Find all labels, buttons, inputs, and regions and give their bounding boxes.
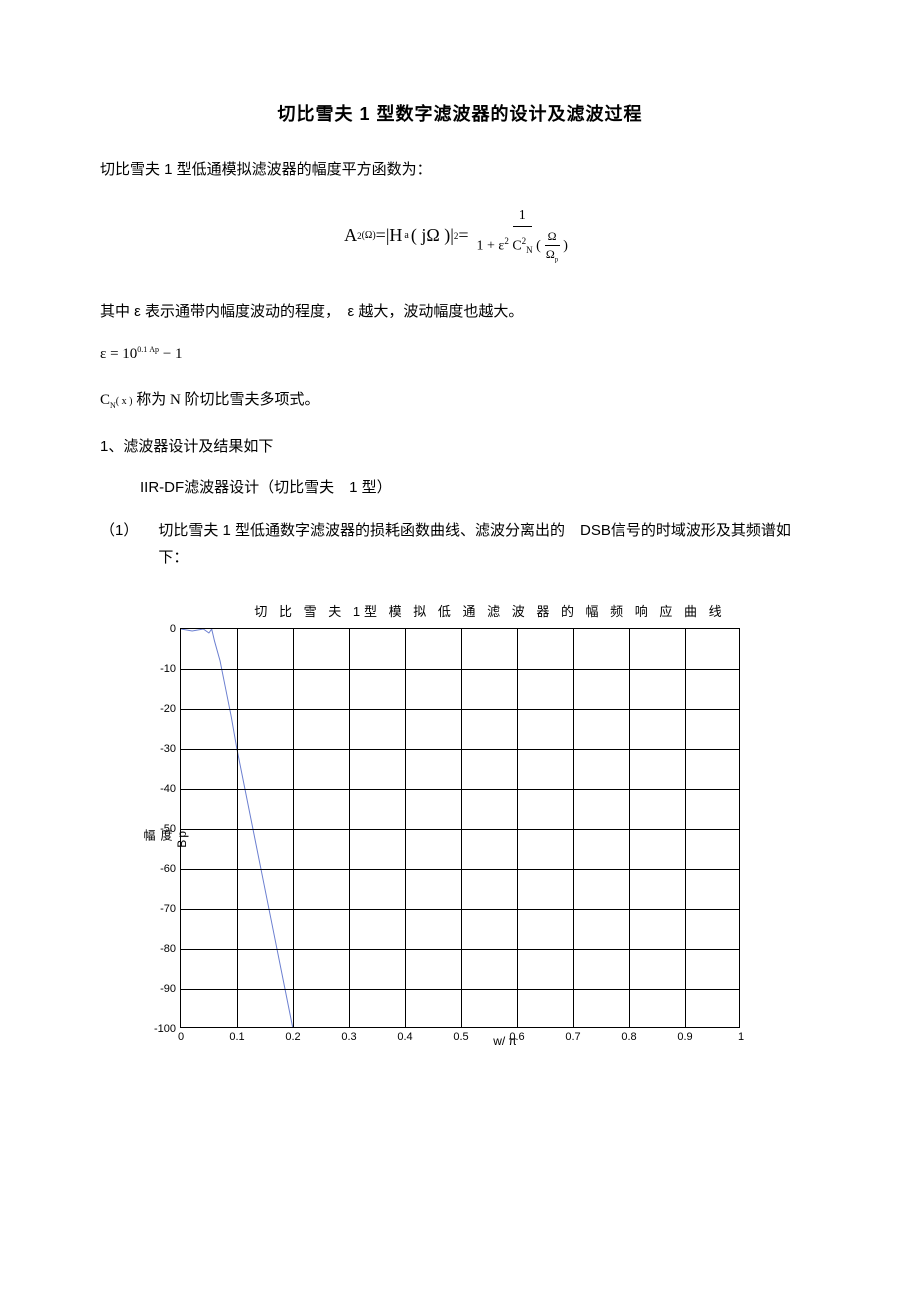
formula-eq2: = <box>458 225 468 246</box>
chart-ytick-label: -20 <box>136 703 176 715</box>
chart-ytick-label: -60 <box>136 863 176 875</box>
chart-xtick-label: 0.9 <box>677 1031 692 1043</box>
chart-xtick-label: 0.6 <box>509 1031 524 1043</box>
formula-epsilon-def: ε = 100.1 Ap − 1 <box>100 345 820 363</box>
chart-gridline-v <box>629 629 630 1027</box>
chart-chebyshev-response: 切 比 雪 夫 1型 模 拟 低 通 滤 波 器 的 幅 频 响 应 曲 线 B… <box>150 601 770 1048</box>
chart-gridline-v <box>237 629 238 1027</box>
formula-num: 1 <box>513 208 532 227</box>
chart-plot-area: 0-10-20-30-40-50-60-70-80-90-100 00.10.2… <box>180 628 740 1028</box>
chart-curve <box>181 629 739 1027</box>
chart-ytick-label: -90 <box>136 983 176 995</box>
formula-omega1: (Ω) <box>362 230 376 241</box>
item-1-number: （1） <box>100 517 158 571</box>
chart-gridline-v <box>405 629 406 1027</box>
chart-xtick-label: 0.3 <box>341 1031 356 1043</box>
chart-xtick-label: 0.5 <box>453 1031 468 1043</box>
chart-gridline-h <box>181 789 739 790</box>
item-1: （1） 切比雪夫 1 型低通数字滤波器的损耗函数曲线、滤波分离出的 DSB信号的… <box>100 517 820 571</box>
chart-ytick-label: -30 <box>136 743 176 755</box>
formula-H: H <box>389 225 402 246</box>
formula-A: A <box>344 225 357 246</box>
chart-gridline-h <box>181 829 739 830</box>
chart-gridline-h <box>181 909 739 910</box>
chart-xtick-label: 0 <box>178 1031 184 1043</box>
formula-magnitude-squared: A2(Ω) = |Ha( jΩ )|2 = 1 1 + ε2 C2N (ΩΩp) <box>100 208 820 263</box>
chart-xtick-label: 1 <box>738 1031 744 1043</box>
item-1-text: 切比雪夫 1 型低通数字滤波器的损耗函数曲线、滤波分离出的 DSB信号的时域波形… <box>158 517 820 571</box>
chart-ytick-label: -40 <box>136 783 176 795</box>
chart-ytick-label: -100 <box>136 1023 176 1035</box>
chart-gridline-h <box>181 669 739 670</box>
paragraph-epsilon: 其中 ε 表示通带内幅度波动的程度， ε 越大，波动幅度也越大。 <box>100 298 820 325</box>
chart-gridline-h <box>181 869 739 870</box>
chart-ytick-label: -50 <box>136 823 176 835</box>
chart-xtick-label: 0.2 <box>285 1031 300 1043</box>
chart-ytick-label: -70 <box>136 903 176 915</box>
formula-H-sub: a <box>402 230 410 241</box>
chart-yticks: 0-10-20-30-40-50-60-70-80-90-100 <box>136 629 176 1027</box>
section-1-sub: IIR-DF滤波器设计（切比雪夫 1 型） <box>100 476 820 497</box>
section-1-heading: 1、滤波器设计及结果如下 <box>100 435 820 456</box>
chart-gridline-v <box>293 629 294 1027</box>
formula-inner-fraction: ΩΩp <box>543 229 561 263</box>
chart-gridline-v <box>349 629 350 1027</box>
formula-main-fraction: 1 1 + ε2 C2N (ΩΩp) <box>471 208 574 263</box>
chart-xtick-label: 0.8 <box>621 1031 636 1043</box>
chart-gridline-v <box>517 629 518 1027</box>
chart-gridline-v <box>685 629 686 1027</box>
formula-den: 1 + ε2 C2N (ΩΩp) <box>471 227 574 263</box>
chart-ytick-label: -80 <box>136 943 176 955</box>
chart-xtick-label: 0.4 <box>397 1031 412 1043</box>
chart-xticks: 00.10.20.30.40.50.60.70.80.91 <box>181 1031 739 1047</box>
chart-xtick-label: 0.1 <box>229 1031 244 1043</box>
chart-gridline-v <box>573 629 574 1027</box>
chart-gridline-h <box>181 989 739 990</box>
chart-gridline-h <box>181 709 739 710</box>
chart-gridline-h <box>181 949 739 950</box>
formula-H-arg: ( jΩ ) <box>411 225 450 246</box>
chart-gridline-h <box>181 749 739 750</box>
chart-gridline-v <box>461 629 462 1027</box>
chart-xtick-label: 0.7 <box>565 1031 580 1043</box>
formula-cn-def: CN( x ) 称为 N 阶切比雪夫多项式。 <box>100 388 820 410</box>
paragraph-intro: 切比雪夫 1 型低通模拟滤波器的幅度平方函数为： <box>100 156 820 183</box>
chart-ytick-label: 0 <box>136 623 176 635</box>
page-title: 切比雪夫 1 型数字滤波器的设计及滤波过程 <box>100 100 820 126</box>
chart-title: 切 比 雪 夫 1型 模 拟 低 通 滤 波 器 的 幅 频 响 应 曲 线 <box>150 601 770 620</box>
formula-eq1: = <box>376 225 386 246</box>
chart-ytick-label: -10 <box>136 663 176 675</box>
